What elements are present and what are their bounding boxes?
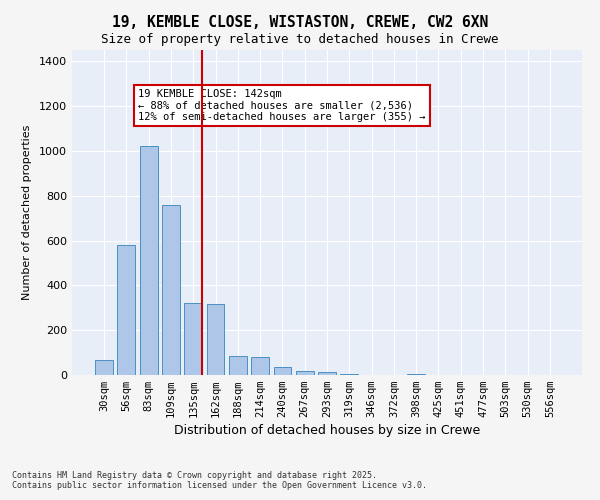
Bar (251, 357, 269, 375)
Bar (407, 374, 425, 375)
Bar (296, 370, 314, 375)
Bar (206, 304, 224, 375)
Bar (140, 146, 158, 375)
Bar (118, 245, 136, 375)
Text: Size of property relative to detached houses in Crewe: Size of property relative to detached ho… (101, 32, 499, 46)
Text: 19, KEMBLE CLOSE, WISTASTON, CREWE, CW2 6XN: 19, KEMBLE CLOSE, WISTASTON, CREWE, CW2 … (112, 15, 488, 30)
Text: 19 KEMBLE CLOSE: 142sqm
← 88% of detached houses are smaller (2,536)
12% of semi: 19 KEMBLE CLOSE: 142sqm ← 88% of detache… (139, 89, 426, 122)
Bar (340, 374, 358, 375)
Y-axis label: Number of detached properties: Number of detached properties (22, 125, 32, 300)
Text: Contains HM Land Registry data © Crown copyright and database right 2025.
Contai: Contains HM Land Registry data © Crown c… (12, 470, 427, 490)
Bar (184, 304, 202, 375)
X-axis label: Distribution of detached houses by size in Crewe: Distribution of detached houses by size … (174, 424, 480, 438)
Bar (95, 360, 113, 375)
Bar (162, 204, 180, 375)
Bar (229, 356, 247, 375)
Bar (274, 367, 292, 375)
Bar (318, 372, 336, 375)
